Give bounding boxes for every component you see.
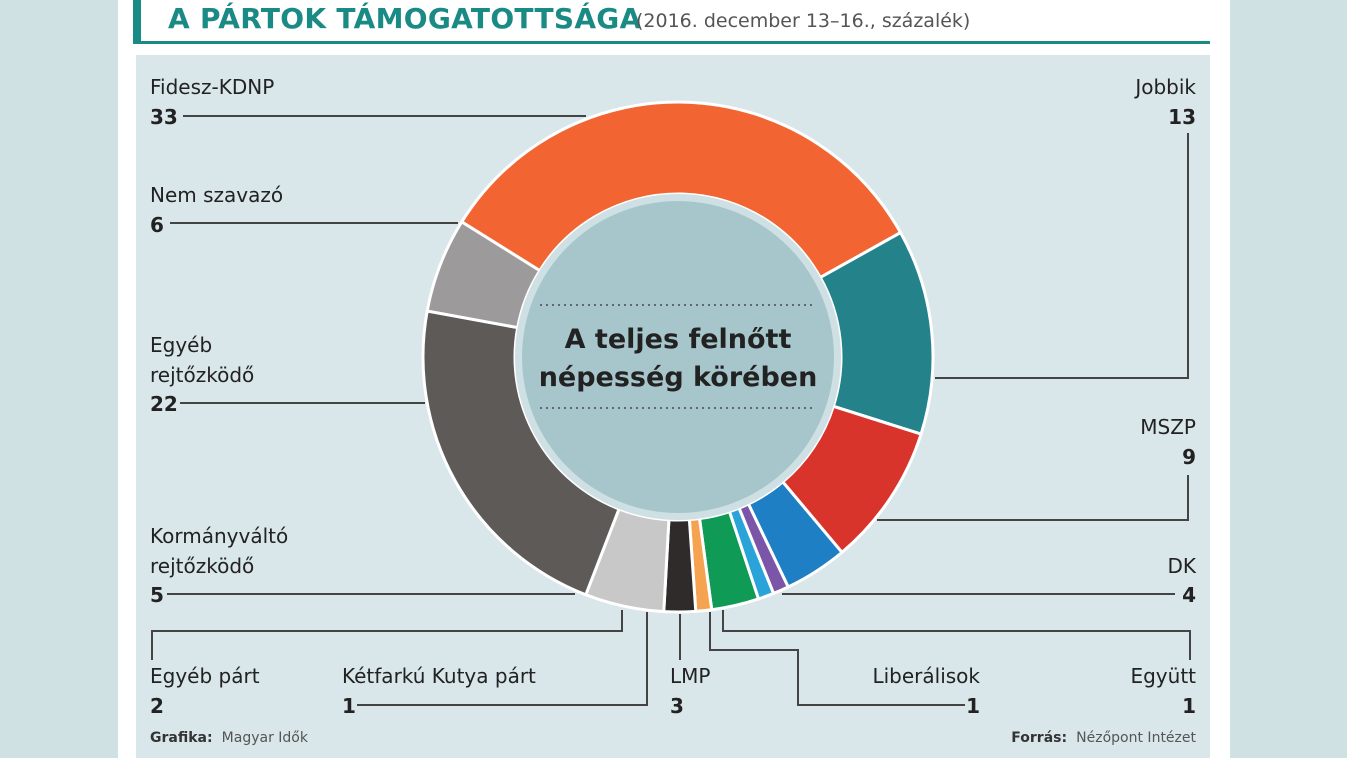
value-liberalisok: 1 (966, 694, 980, 718)
footer-credit-label: Grafika: (150, 730, 213, 746)
center-text-line-1: A teljes felnőtt (565, 324, 792, 355)
value-egyeb-part: 2 (150, 694, 164, 718)
value-nem-szavazo: 6 (150, 213, 164, 237)
value-ketfarku: 1 (342, 694, 356, 718)
footer-source-label: Forrás: (1011, 730, 1067, 746)
footer-source: Forrás: Nézőpont Intézet (1011, 727, 1196, 746)
leader-egyutt (722, 610, 1191, 660)
label-fidesz: Fidesz-KDNP (150, 75, 274, 99)
value-mszp: 9 (1182, 445, 1196, 469)
label-egyeb-rejtozkodo-1: Egyéb (150, 333, 212, 357)
value-egyeb-rejtozkodo: 22 (150, 392, 178, 416)
value-egyutt: 1 (1182, 694, 1196, 718)
slice-fidesz-kdnp (459, 100, 903, 280)
leader-egyeb-part (151, 610, 623, 660)
label-mszp: MSZP (1140, 415, 1196, 439)
footer-credit-value: Magyar Idők (222, 730, 309, 746)
header-rule (133, 41, 1210, 44)
value-lmp: 3 (670, 694, 684, 718)
footer-source-value: Nézőpont Intézet (1076, 730, 1196, 746)
donut-center (522, 201, 834, 513)
label-kormanyvalto-2: rejtőzködő (150, 554, 254, 578)
value-kormanyvalto: 5 (150, 583, 164, 607)
label-kormanyvalto-1: Kormányváltó (150, 524, 288, 548)
label-ketfarku: Kétfarkú Kutya párt (342, 664, 536, 688)
label-liberalisok: Liberálisok (872, 664, 980, 688)
label-jobbik: Jobbik (1133, 75, 1196, 99)
leader-ketfarku (357, 612, 648, 706)
label-egyeb-part: Egyéb párt (150, 664, 260, 688)
label-lmp: LMP (670, 664, 710, 688)
label-egyeb-rejtozkodo-2: rejtőzködő (150, 363, 254, 387)
chart-title: A PÁRTOK TÁMOGATOTTSÁGA (168, 2, 642, 35)
value-dk: 4 (1182, 583, 1196, 607)
label-nem-szavazo: Nem szavazó (150, 183, 283, 207)
chart-subtitle: (2016. december 13–16., százalék) (636, 10, 971, 32)
footer-credit: Grafika: Magyar Idők (150, 727, 309, 746)
label-dk: DK (1167, 554, 1196, 578)
header-accent-bar (133, 0, 141, 44)
center-text-line-2: népesség körében (539, 362, 818, 393)
leader-lines (151, 115, 1191, 706)
leader-jobbik (935, 133, 1189, 379)
value-fidesz: 33 (150, 105, 178, 129)
label-egyutt: Együtt (1130, 664, 1196, 688)
leader-mszp (877, 475, 1189, 521)
value-jobbik: 13 (1168, 105, 1196, 129)
leader-liberalisok (709, 612, 965, 706)
slice-labels: Fidesz-KDNP 33 Nem szavazó 6 Egyéb rejtő… (150, 75, 1197, 718)
